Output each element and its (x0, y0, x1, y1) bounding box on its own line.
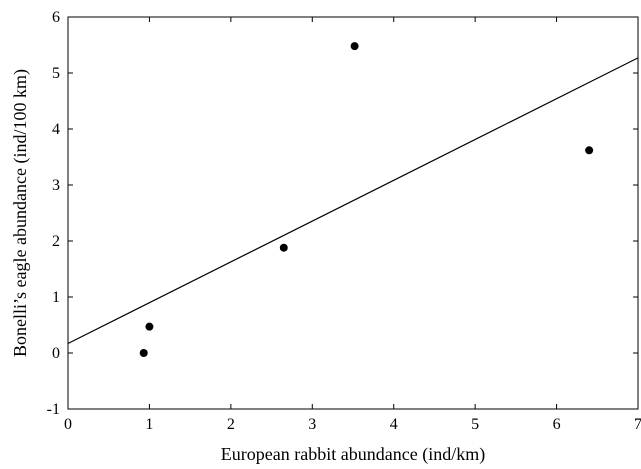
x-tick-label: 5 (471, 416, 479, 433)
x-tick-label: 3 (308, 416, 316, 433)
y-tick-label: 5 (52, 65, 60, 82)
data-point (145, 322, 154, 331)
data-point (585, 146, 594, 155)
regression-line (67, 57, 639, 345)
axis-ticks (67, 16, 639, 410)
trendline-group (67, 57, 639, 345)
y-tick-label: -1 (47, 401, 60, 418)
x-tick-label: 7 (634, 416, 641, 433)
data-point (279, 243, 288, 252)
x-tick-label: 2 (227, 416, 235, 433)
x-axis-title: European rabbit abundance (ind/km) (221, 444, 485, 465)
x-tick-label: 1 (145, 416, 153, 433)
x-tick-label: 0 (64, 416, 72, 433)
data-points (139, 42, 594, 357)
data-point (350, 42, 359, 51)
y-axis-title: Bonelli’s eagle abundance (ind/100 km) (10, 69, 31, 357)
plot-frame (67, 16, 639, 410)
y-tick-label: 2 (52, 233, 60, 250)
y-tick-label: 4 (52, 121, 60, 138)
x-tick-label: 4 (390, 416, 398, 433)
x-tick-label: 6 (553, 416, 561, 433)
y-tick-label: 0 (52, 345, 60, 362)
data-point (139, 349, 148, 357)
y-tick-label: 1 (52, 289, 60, 306)
y-tick-label: 6 (52, 9, 60, 26)
y-tick-label: 3 (52, 177, 60, 194)
